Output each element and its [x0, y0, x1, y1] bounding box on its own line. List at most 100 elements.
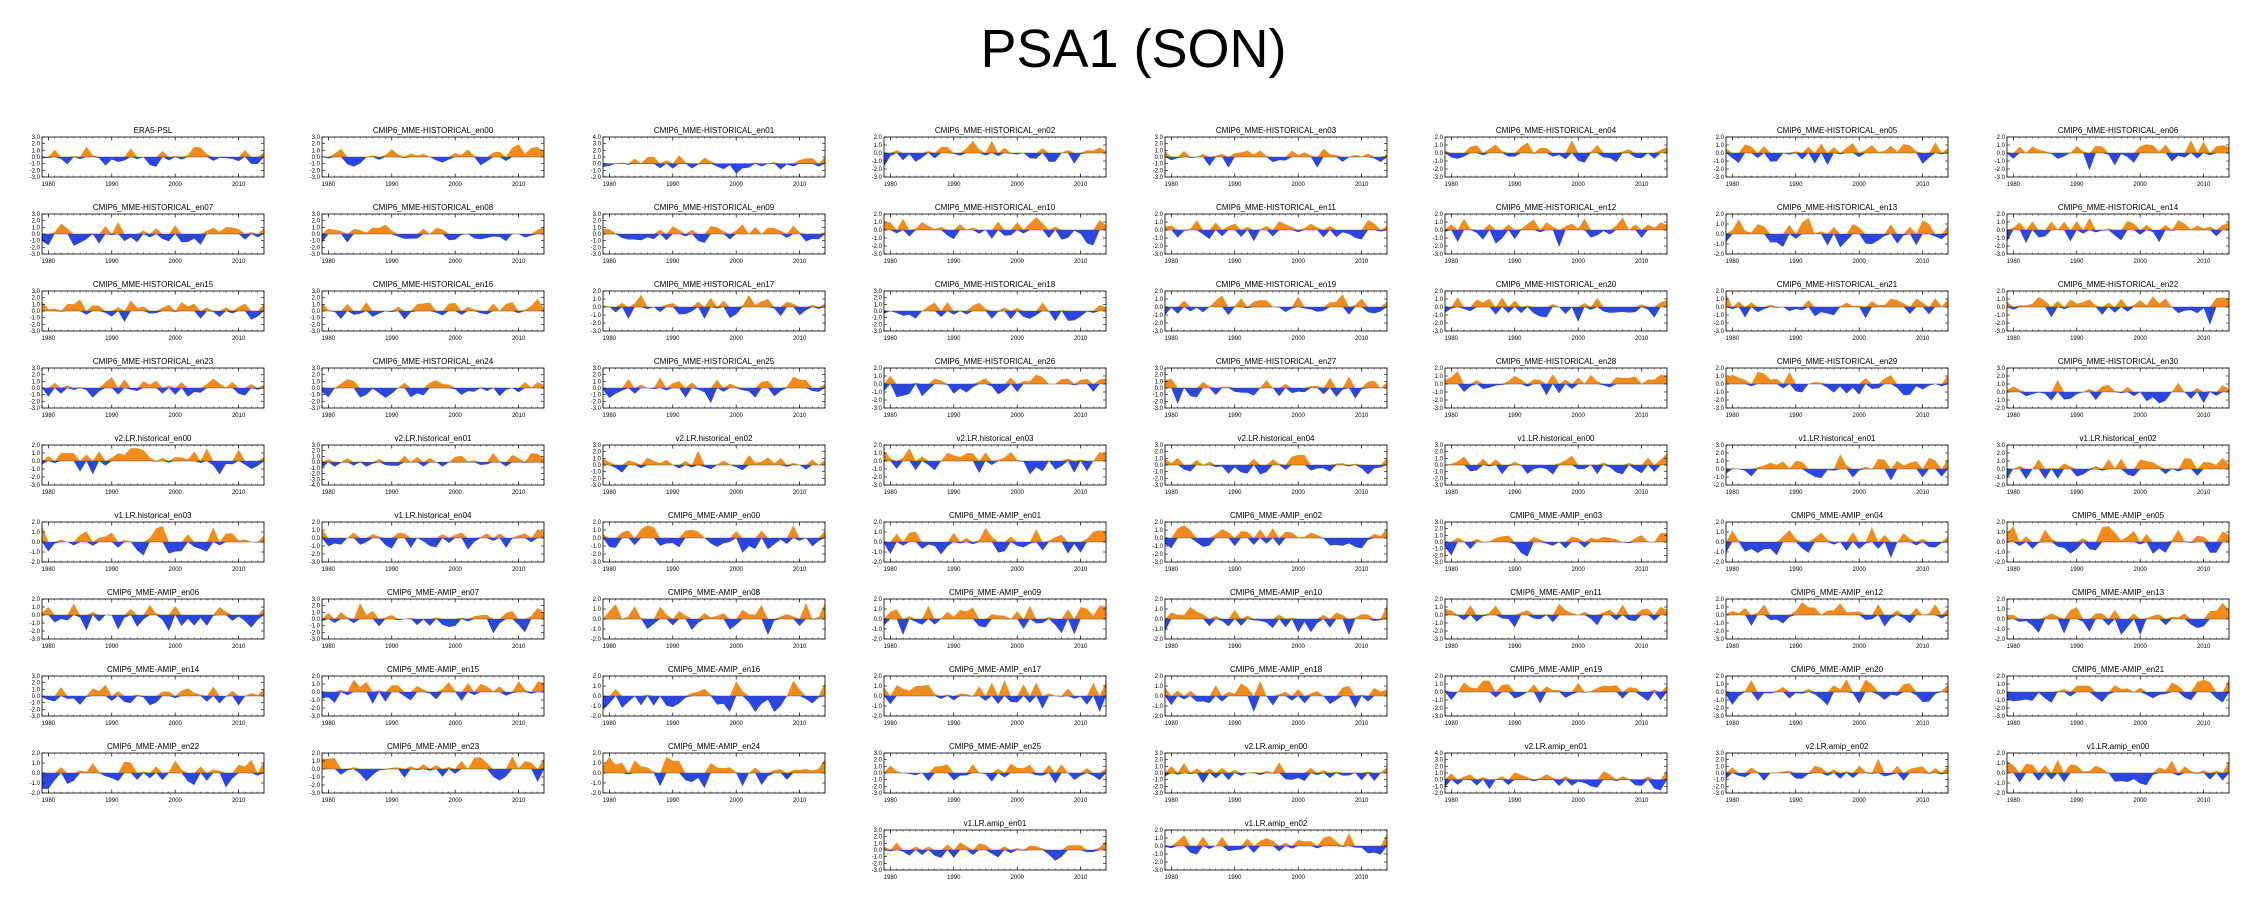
y-tick-label: -3.0	[1433, 329, 1444, 335]
x-tick-label: 1980	[603, 413, 617, 419]
positive-anomaly-area	[884, 302, 1106, 311]
panel-title: v2.LR.historical_en02	[676, 434, 753, 443]
x-tick-label: 2000	[169, 336, 183, 342]
y-tick-label: 1.0	[312, 148, 321, 154]
positive-anomaly-area	[42, 448, 264, 461]
y-tick-label: -1.0	[1153, 313, 1164, 319]
y-tick-label: -1.0	[1714, 390, 1725, 396]
y-tick-label: -2.0	[30, 399, 41, 405]
y-tick-label: -2.0	[1995, 406, 2006, 412]
positive-anomaly-area	[1445, 371, 1667, 384]
y-tick-label: 1.0	[874, 143, 883, 149]
y-tick-label: -2.0	[310, 245, 321, 251]
plot-frame	[41, 444, 265, 486]
y-tick-label: 2.0	[874, 212, 883, 218]
y-tick-label: 0.0	[1997, 151, 2006, 157]
y-tick-label: -1.0	[1714, 159, 1725, 165]
y-tick-label: 3.0	[1155, 443, 1164, 449]
negative-anomaly-area	[1726, 384, 1948, 396]
x-tick-label: 2000	[730, 259, 744, 265]
negative-anomaly-area	[42, 388, 264, 398]
y-tick-label: 1.0	[312, 528, 321, 534]
positive-anomaly-area	[2007, 457, 2229, 469]
y-tick-label: 1.0	[1435, 374, 1444, 380]
panel-title: CMIP6_MME-HISTORICAL_en02	[935, 126, 1056, 135]
x-tick-label: 1990	[385, 567, 399, 573]
x-tick-label: 1990	[666, 413, 680, 419]
positive-anomaly-area	[2007, 217, 2229, 230]
positive-anomaly-area	[42, 146, 264, 157]
x-tick-label: 1980	[42, 182, 56, 188]
x-tick-label: 2000	[1572, 413, 1586, 419]
plot-frame	[1444, 136, 1668, 178]
y-tick-label: -2.0	[591, 399, 602, 405]
x-tick-label: 2010	[2197, 413, 2211, 419]
chart-panel-svg: v1.LR.historical_en02 3.0 2.0 1.0 0.0 -1.0 -2.…	[1995, 434, 2230, 496]
positive-anomaly-area	[884, 374, 1106, 384]
chart-panel-svg: CMIP6_MME-HISTORICAL_en24 3.02.01.00.0-1.…	[310, 357, 545, 419]
figure-title: PSA1 (SON)	[980, 19, 1287, 79]
negative-anomaly-area	[2007, 230, 2229, 244]
y-tick-label: -3.0	[310, 252, 321, 258]
y-tick-label: -1.0	[1995, 475, 2006, 481]
x-tick-label: 1980	[322, 413, 336, 419]
positive-anomaly-area	[322, 224, 544, 234]
panel-title: CMIP6_MME-HISTORICAL_en30	[2058, 357, 2179, 366]
x-tick-label: 2010	[2197, 259, 2211, 265]
positive-anomaly-area	[603, 224, 825, 234]
y-tick-label: 1.0	[1716, 374, 1725, 380]
y-tick-label: -1.0	[872, 390, 883, 396]
x-tick-label: 2010	[793, 490, 807, 496]
chart-panel-svg: v2.LR.historical_en00 2.0 1.0 0.0 -1.0 -2.0 -3…	[30, 434, 265, 496]
x-tick-label: 2010	[1916, 490, 1930, 496]
chart-panel: CMIP6_MME-AMIP_en00 2.0 1.0 0.0 -1.0 -2.0 -3.0…	[573, 508, 833, 588]
positive-anomaly-area	[322, 144, 544, 157]
chart-panel: CMIP6_MME-AMIP_en03 3.0 2.0 1.0 0.0 -1.0 -2.0-…	[1415, 508, 1675, 588]
x-tick-label: 2000	[1572, 490, 1586, 496]
y-tick-label: -2.0	[1153, 244, 1164, 250]
x-tick-label: 2000	[449, 413, 463, 419]
y-tick-label: 0.0	[1155, 463, 1164, 469]
y-tick-label: -3.0	[1433, 483, 1444, 489]
panel-title: CMIP6_MME-HISTORICAL_en18	[935, 280, 1056, 289]
y-tick-label: 1.0	[32, 530, 41, 536]
y-tick-label: -3.0	[30, 252, 41, 258]
positive-anomaly-area	[1445, 532, 1667, 542]
x-tick-label: 2000	[1853, 336, 1867, 342]
y-tick-label: 3.0	[593, 443, 602, 449]
x-tick-label: 1980	[42, 567, 56, 573]
y-tick-label: -1.0	[30, 467, 41, 473]
y-tick-label: -1.0	[1433, 313, 1444, 319]
y-tick-label: 1.0	[1997, 143, 2006, 149]
x-tick-label: 1990	[105, 259, 119, 265]
x-tick-label: 1980	[603, 490, 617, 496]
positive-anomaly-area	[1726, 218, 1948, 234]
y-tick-label: 2.0	[1435, 212, 1444, 218]
panel-title: v1.LR.historical_en00	[1518, 434, 1595, 443]
panel-title: v1.LR.historical_en04	[395, 511, 472, 520]
y-tick-label: -1.0	[30, 239, 41, 245]
y-tick-label: 0.0	[1997, 228, 2006, 234]
chart-panel: CMIP6_MME-HISTORICAL_en26 2.0 1.0 0.0 -1.0 -2…	[854, 354, 1114, 434]
x-tick-label: 1990	[385, 490, 399, 496]
x-tick-label: 2000	[1292, 336, 1306, 342]
y-tick-label: -1.0	[1433, 470, 1444, 476]
chart-panel-svg: v2.LR.historical_en03 2.0 1.0 0.0 -1.0 -2.0 -3…	[872, 434, 1107, 496]
chart-panel-svg: CMIP6_MME-HISTORICAL_en18 3.02.01.00.0-1.…	[872, 280, 1107, 342]
y-tick-label: -1.0	[310, 316, 321, 322]
x-tick-label: 2010	[1635, 413, 1649, 419]
panel-title: v1.LR.historical_en02	[2080, 434, 2157, 443]
positive-anomaly-area	[884, 527, 1106, 542]
x-tick-label: 1980	[1165, 567, 1179, 573]
negative-anomaly-area	[884, 461, 1106, 475]
chart-panel: CMIP6_MME-HISTORICAL_en13 2.0 1.0 0.0 -1.0 -2…	[1696, 200, 1956, 280]
x-tick-label: 2010	[1916, 182, 1930, 188]
negative-anomaly-area	[1445, 384, 1667, 396]
chart-panel: CMIP6_MME-HISTORICAL_en01 4.0 3.0 2.0 1.0 0.0…	[573, 123, 833, 203]
y-tick-label: -3.0	[310, 477, 321, 483]
negative-anomaly-area	[322, 311, 544, 320]
plot-frame	[883, 136, 1107, 178]
y-tick-label: -1.0	[872, 316, 883, 322]
y-tick-label: -1.0	[1995, 398, 2006, 404]
positive-anomaly-area	[2007, 379, 2229, 392]
